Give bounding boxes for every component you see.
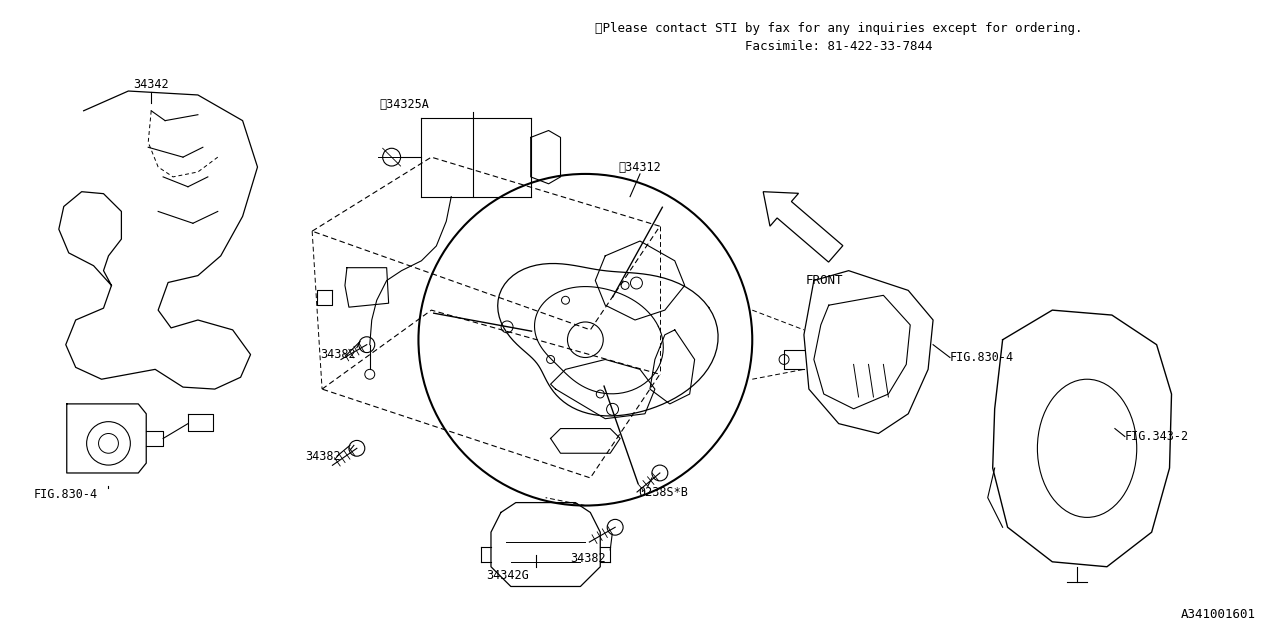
Text: A341001601: A341001601: [1181, 608, 1256, 621]
Text: FIG.830-4: FIG.830-4: [33, 488, 97, 500]
Text: 34342: 34342: [133, 78, 169, 91]
Text: ※34312: ※34312: [618, 161, 660, 173]
Text: ※Please contact STI by fax for any inquiries except for ordering.: ※Please contact STI by fax for any inqui…: [595, 22, 1083, 35]
Text: FIG.830-4: FIG.830-4: [950, 351, 1014, 364]
Text: 34382: 34382: [305, 451, 340, 463]
Text: Facsimile: 81-422-33-7844: Facsimile: 81-422-33-7844: [745, 40, 932, 52]
Text: FIG.343-2: FIG.343-2: [1125, 430, 1189, 443]
Text: ※34325A: ※34325A: [380, 98, 430, 111]
Text: FRONT: FRONT: [806, 274, 844, 287]
Text: 34342G: 34342G: [486, 569, 529, 582]
Text: 34382: 34382: [320, 348, 356, 360]
Text: 0238S*B: 0238S*B: [637, 486, 687, 499]
Text: 34382: 34382: [571, 552, 607, 565]
